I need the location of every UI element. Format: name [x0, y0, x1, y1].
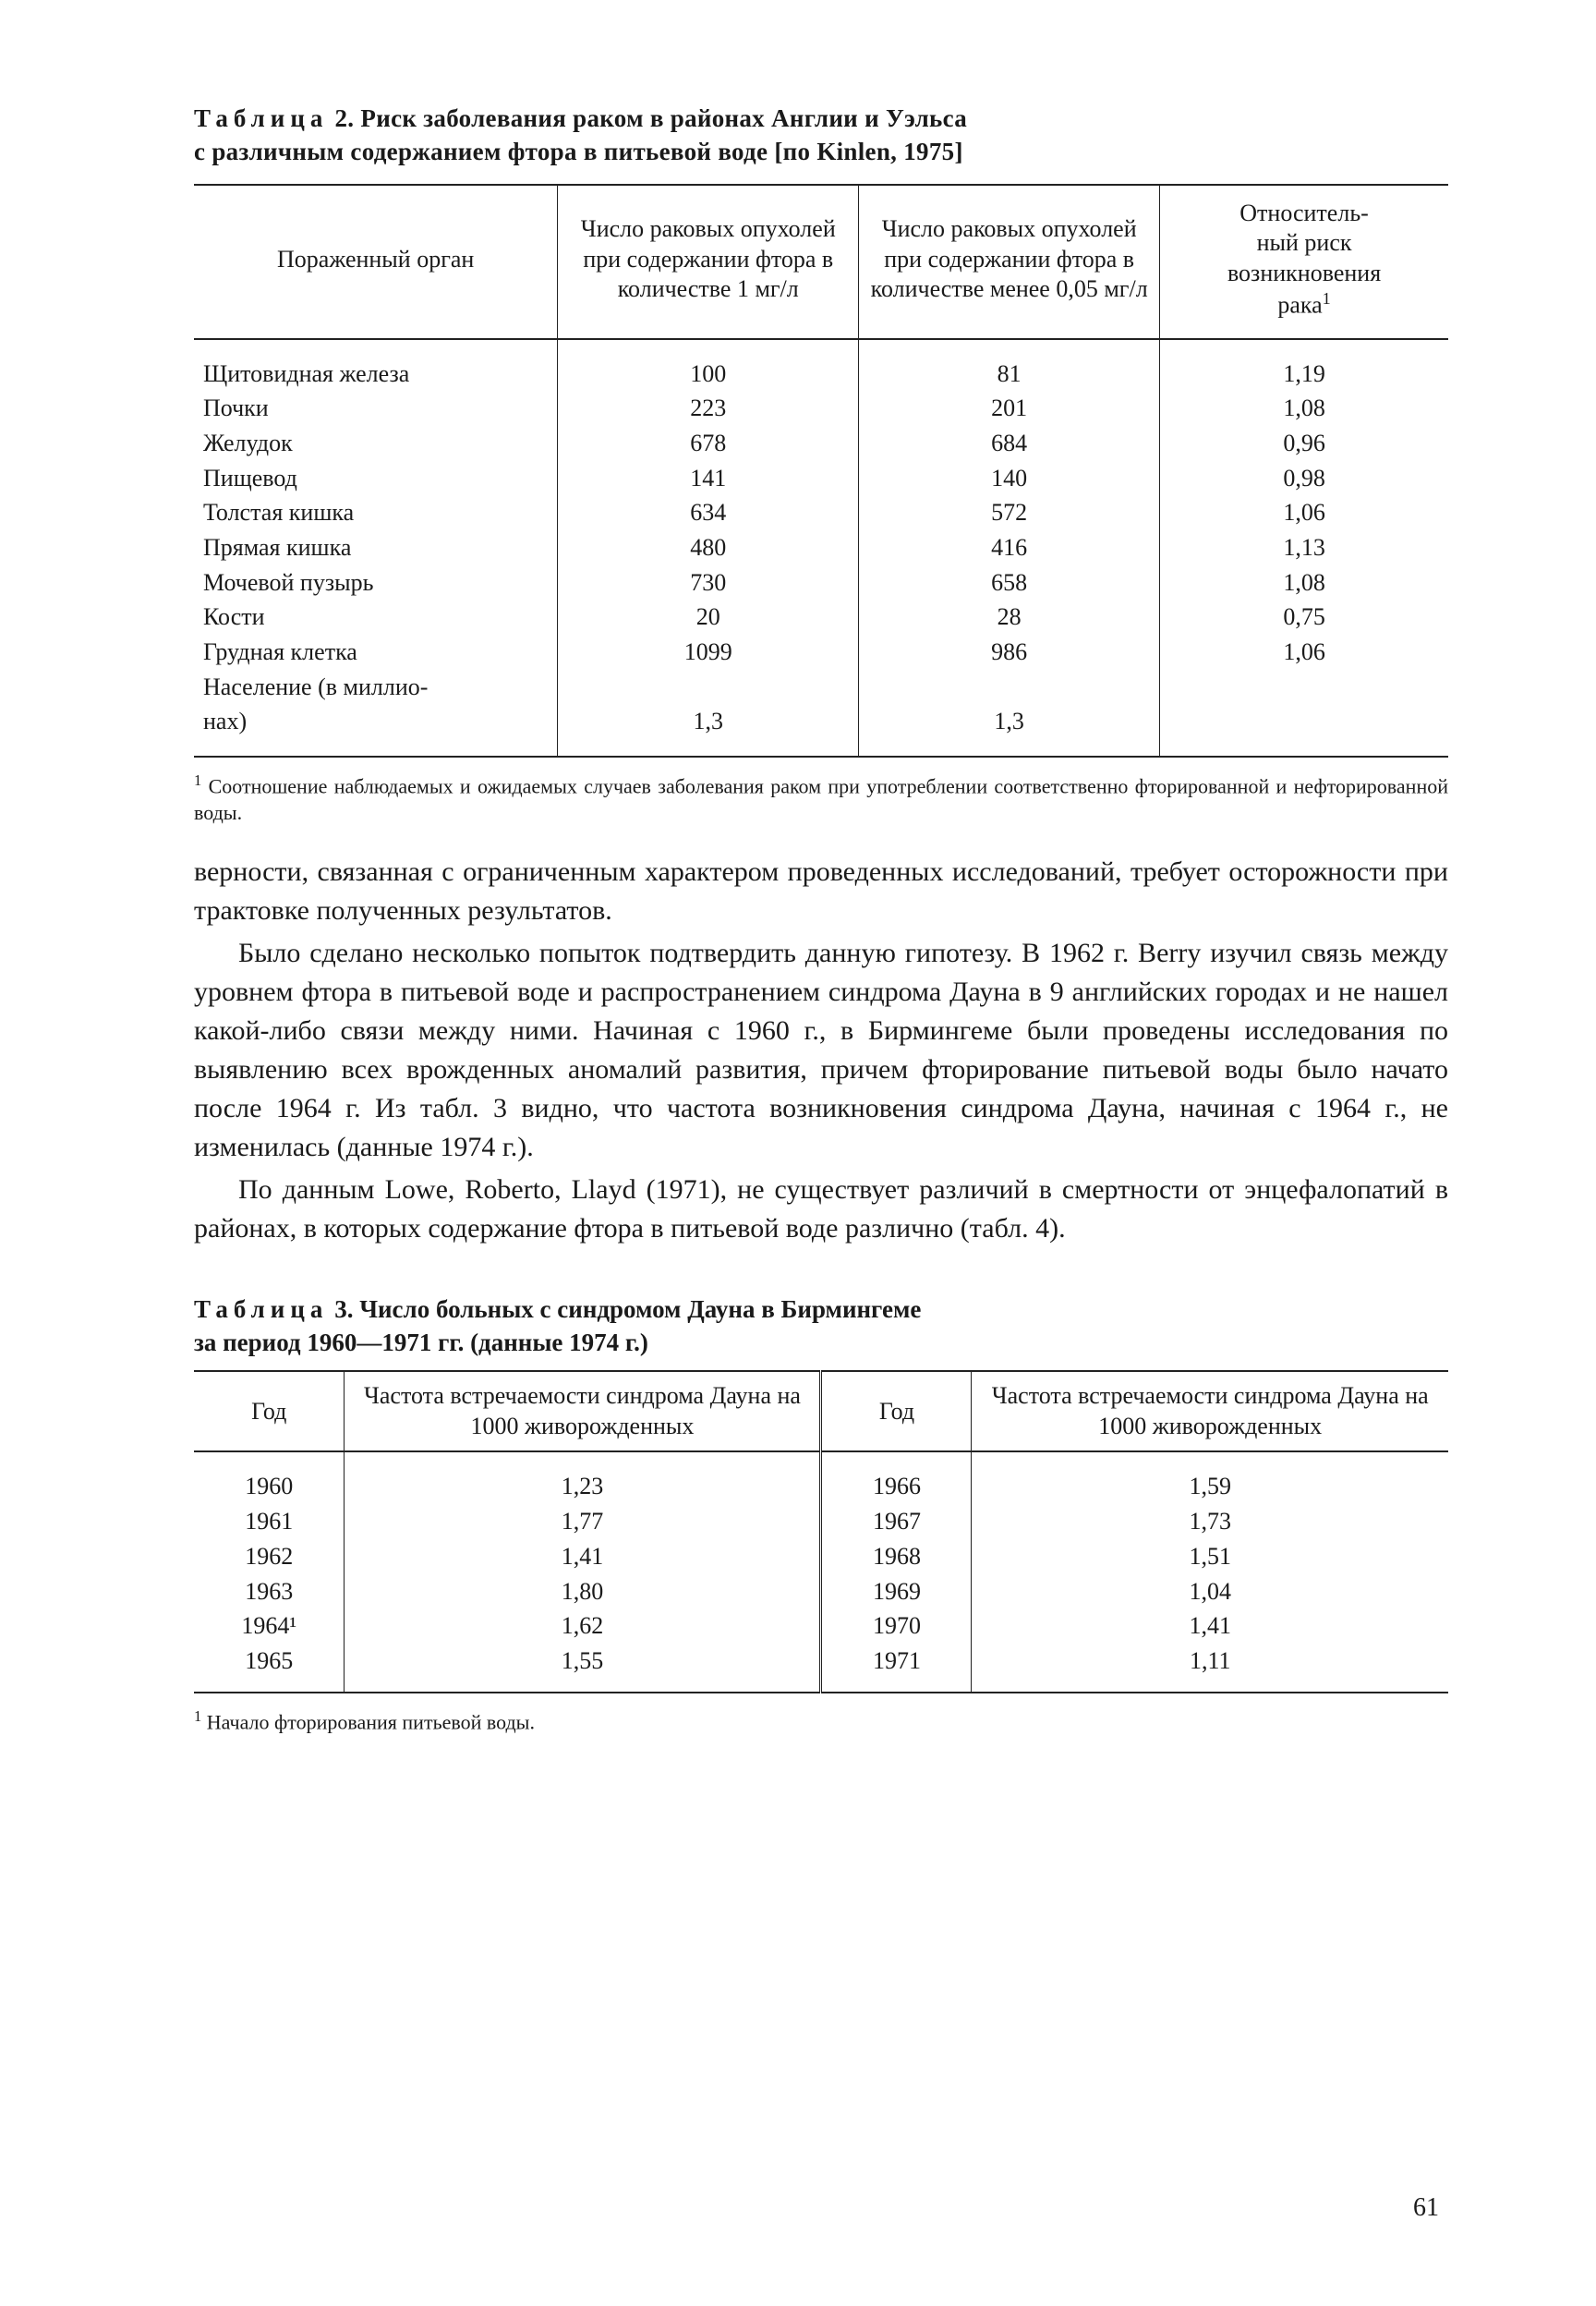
table2-footnote: 1 Соотношение наблюдаемых и ожидаемых сл… [194, 771, 1448, 827]
table2: Пораженный орган Число раковых опухолей … [194, 184, 1448, 758]
t2-h4-l3: возникновения [1227, 260, 1381, 286]
body-p3: По данным Lowe, Roberto, Llayd (1971), н… [194, 1171, 1448, 1248]
t2-col2: 100223678141634480730201099 1,3 [558, 339, 859, 758]
page-number: 61 [1413, 2193, 1439, 2223]
table3: Год Частота встречаемости синдрома Дауна… [194, 1370, 1448, 1693]
body-p2: Было сделано несколько попыток подтверди… [194, 934, 1448, 1167]
t2-h4-l2: ный риск [1257, 229, 1352, 256]
t3-h4: Частота встречаемости синдрома Дауна на … [972, 1371, 1448, 1451]
t3-footnote-sup: 1 [194, 1707, 201, 1725]
t3-footnote-text: Начало фторирования питьевой воды. [201, 1710, 535, 1733]
t3-left-years: 19601961196219631964¹1965 [194, 1451, 345, 1692]
t3-left-rates: 1,231,771,411,801,621,55 [345, 1451, 821, 1692]
table3-caption-line2: за период 1960—1971 гг. (данные 1974 г.) [194, 1329, 648, 1356]
t2-h1: Пораженный орган [194, 185, 558, 339]
t3-h2: Частота встречаемости синдрома Дауна на … [345, 1371, 821, 1451]
table3-caption-prefix: Таблица [194, 1295, 328, 1323]
body-text: верности, связанная с ограниченным харак… [194, 853, 1448, 1248]
t2-h4-sup: 1 [1323, 289, 1331, 308]
table3-footnote: 1 Начало фторирования питьевой воды. [194, 1706, 1448, 1736]
table2-caption-line2: с различным содержанием фтора в питьевой… [194, 138, 963, 165]
table2-caption: Таблица 2. Риск заболевания раком в райо… [194, 102, 1448, 169]
body-p1: верности, связанная с ограниченным харак… [194, 853, 1448, 930]
table3-caption-number: 3. [334, 1295, 353, 1323]
table2-caption-prefix: Таблица [194, 104, 328, 132]
t2-h4-l1: Относитель- [1239, 200, 1369, 226]
t2-footnote-text: Соотношение наблюдаемых и ожидаемых случ… [194, 774, 1448, 824]
t2-col4: 1,191,080,960,981,061,131,080,751,06 [1160, 339, 1448, 758]
table2-caption-number: 2. [335, 104, 355, 132]
t2-col3: 8120168414057241665828986 1,3 [859, 339, 1160, 758]
t3-h1: Год [194, 1371, 345, 1451]
t3-right-rates: 1,591,731,511,041,411,11 [972, 1451, 1448, 1692]
table3-caption-line1: Число больных с синдромом Дауна в Бирмин… [359, 1295, 921, 1323]
table3-caption: Таблица 3. Число больных с синдромом Дау… [194, 1293, 1448, 1360]
t3-right-years: 196619671968196919701971 [821, 1451, 972, 1692]
t2-col1: Щитовидная железаПочкиЖелудокПищеводТолс… [194, 339, 558, 758]
t2-h3: Число раковых опухолей при содержании фт… [859, 185, 1160, 339]
table2-caption-line1: Риск заболевания раком в районах Англии … [360, 104, 967, 132]
t2-h2: Число раковых опухолей при содержании фт… [558, 185, 859, 339]
t3-h3: Год [821, 1371, 972, 1451]
t2-h4-l4: рака [1277, 292, 1322, 319]
t2-h4: Относитель- ный риск возникновения рака1 [1160, 185, 1448, 339]
t2-footnote-sup: 1 [194, 771, 201, 789]
